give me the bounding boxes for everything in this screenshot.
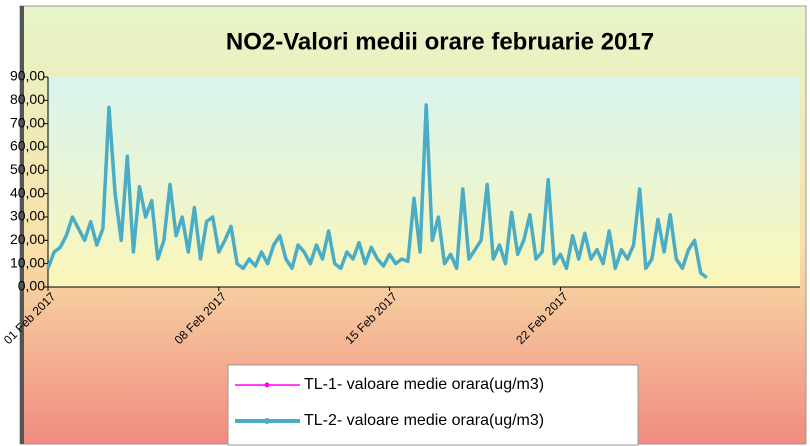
- chart-title: NO2-Valori medii orare februarie 2017: [226, 28, 654, 55]
- y-tick-label: 90,00: [10, 68, 45, 84]
- y-tick-label: 40,00: [10, 184, 45, 200]
- series-line: [46, 103, 708, 280]
- y-tick-label: 0,00: [18, 278, 45, 294]
- y-tick-label: 30,00: [10, 208, 45, 224]
- y-tick-label: 10,00: [10, 254, 45, 270]
- legend-label: TL-2- valoare medie orara(ug/m3): [304, 412, 544, 429]
- y-tick-label: 70,00: [10, 114, 45, 130]
- legend-marker: [264, 382, 270, 388]
- y-tick-label: 50,00: [10, 161, 45, 177]
- legend-marker: [264, 418, 270, 424]
- y-tick-label: 20,00: [10, 231, 45, 247]
- legend-label: TL-1- valoare medie orara(ug/m3): [304, 376, 544, 393]
- y-tick-label: 80,00: [10, 91, 45, 107]
- legend: [227, 364, 639, 446]
- y-tick-label: 60,00: [10, 138, 45, 154]
